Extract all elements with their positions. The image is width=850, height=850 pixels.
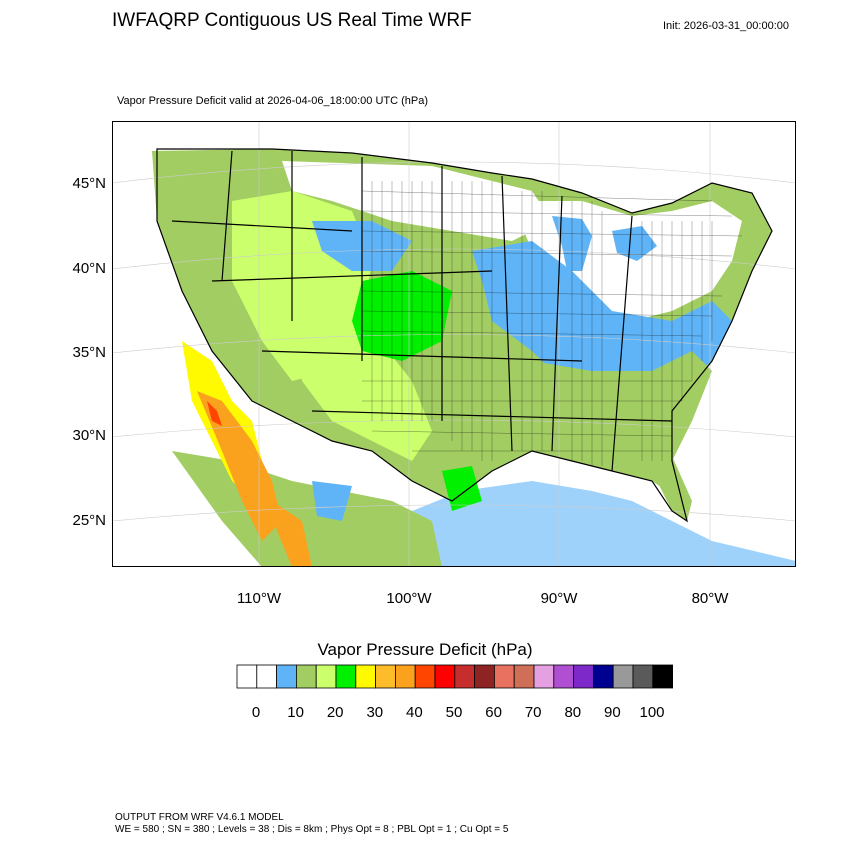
map-title: IWFAQRP Contiguous US Real Time WRF — [112, 10, 472, 31]
southwest-interior — [292, 321, 432, 461]
lon-label-100w: 100°W — [386, 590, 432, 607]
lat-label-25: 25°N — [72, 512, 106, 529]
colorbar-tick-label: 20 — [326, 704, 344, 721]
model-info-line2: WE = 580 ; SN = 380 ; Levels = 38 ; Dis … — [115, 824, 509, 835]
colorbar-tick-label: 50 — [445, 704, 463, 721]
colorbar-box — [612, 664, 634, 689]
colorbar-box — [276, 664, 297, 689]
colorbar-box — [652, 664, 673, 689]
colorbar-box — [315, 664, 337, 689]
mexico-blue — [312, 481, 352, 521]
colorbar-tick-label: 70 — [524, 704, 542, 721]
map-subtitle: Vapor Pressure Deficit valid at 2026-04-… — [117, 95, 429, 107]
lat-label-30: 30°N — [72, 427, 106, 444]
colorbar-box — [533, 664, 555, 689]
colorbar-box — [493, 664, 515, 689]
colorbar-box — [335, 664, 357, 689]
lat-label-40: 40°N — [72, 260, 106, 277]
colorbar-box — [632, 664, 654, 689]
colorbar-box — [296, 664, 317, 689]
county-lines — [361, 181, 743, 466]
colorbar-box — [414, 664, 436, 689]
colorbar-box — [394, 664, 416, 689]
vpd-map — [112, 121, 796, 567]
colorbar-box — [236, 664, 258, 689]
colorbar-tick-label: 90 — [604, 704, 621, 721]
map-border — [112, 121, 796, 567]
colorbar-tick-label: 60 — [485, 704, 502, 721]
colorbar-box — [592, 664, 614, 689]
colorbar-box — [573, 664, 594, 689]
southwest-orange — [197, 391, 282, 541]
mexico-orange — [272, 501, 312, 567]
lat-label-45: 45°N — [72, 175, 106, 192]
colorbar-box — [513, 664, 535, 689]
colorbar-box — [434, 664, 456, 689]
pacific-ocean — [112, 221, 262, 567]
gulf-blue — [412, 481, 796, 567]
florida — [652, 456, 692, 521]
lon-label-80w: 80°W — [691, 590, 729, 607]
colorbar-tick-label: 100 — [639, 704, 665, 721]
colorbar-title: Vapor Pressure Deficit (hPa) — [317, 640, 533, 659]
map-panel — [112, 121, 796, 567]
colorbar-box — [256, 664, 277, 689]
colorbar-box — [355, 664, 377, 689]
texas-green — [442, 466, 482, 511]
model-info-line1: OUTPUT FROM WRF V4.6.1 MODEL — [115, 812, 284, 823]
southeast-green — [532, 351, 712, 461]
lon-label-110w: 110°W — [236, 590, 282, 607]
colorbar-tick-label: 80 — [564, 704, 582, 721]
colorbar-box — [454, 664, 476, 689]
colorbar-tick-label: 40 — [406, 704, 423, 721]
southwest-red — [207, 401, 222, 426]
lon-label-90w: 90°W — [540, 590, 578, 607]
colorbar-box — [474, 664, 495, 689]
colorbar-box — [375, 664, 396, 689]
colorbar-tick-label: 0 — [251, 704, 261, 721]
colorbar-box — [553, 664, 574, 689]
colorbar — [236, 664, 673, 689]
lat-label-35: 35°N — [72, 344, 106, 361]
colorbar-tick-label: 30 — [366, 704, 384, 721]
init-time: Init: 2026-03-31_00:00:00 — [663, 20, 789, 32]
canada-area — [152, 121, 796, 211]
colorbar-tick-label: 10 — [287, 704, 304, 721]
northern-plains — [282, 161, 552, 241]
graticule — [112, 121, 796, 567]
